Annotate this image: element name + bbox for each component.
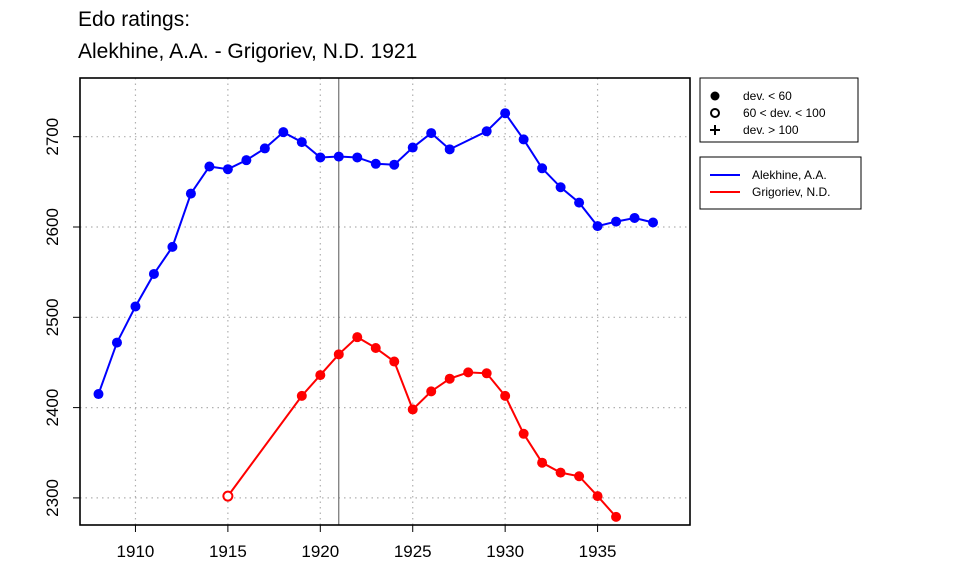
chart-title-line-2: Alekhine, A.A. - Grigoriev, N.D. 1921 [78,40,418,63]
data-point-1-1934 [574,471,585,482]
data-point-0-1937 [629,212,640,223]
legend-plus-icon [710,125,720,135]
series-legend-label-1: Grigoriev, N.D. [752,185,830,199]
data-point-0-1926 [426,128,437,139]
series-line-1 [227,335,617,518]
data-point-1-1932 [537,457,548,468]
data-point-0-1929 [481,126,492,137]
data-point-0-1925 [407,142,418,153]
data-point-1-1924 [389,356,400,367]
data-point-0-1934 [574,197,585,208]
data-point-1-1925 [407,404,418,415]
data-point-1-1936 [611,511,622,522]
data-point-1-1931 [518,428,529,439]
data-point-0-1919 [296,137,307,148]
marker-legend-box [699,77,859,143]
x-tick-label-1925: 1925 [394,542,432,561]
data-point-0-1914 [204,161,215,172]
data-point-1-1929 [481,368,492,379]
data-point-0-1931 [518,134,529,145]
x-tick-label-1910: 1910 [117,542,155,561]
data-point-0-1923 [370,158,381,169]
data-point-0-1912 [167,241,178,252]
data-point-1-1915 [222,490,234,502]
data-point-0-1921 [333,151,344,162]
data-point-0-1936 [611,216,622,227]
data-point-1-1935 [592,491,603,502]
legend-filled-circle-icon [710,91,720,101]
data-point-0-1908 [93,389,104,400]
data-point-1-1922 [352,332,363,343]
data-point-0-1915 [222,164,233,175]
data-point-1-1926 [426,386,437,397]
data-point-0-1913 [185,188,196,199]
data-point-0-1911 [148,268,159,279]
y-tick-label-2600: 2600 [43,208,62,246]
chart-title-line-1: Edo ratings: [78,8,191,31]
series-legend-label-0: Alekhine, A.A. [752,168,827,182]
data-point-0-1927 [444,144,455,155]
plot-frame [79,77,691,526]
y-tick-label-2700: 2700 [43,118,62,156]
data-point-1-1933 [555,467,566,478]
marker-legend-label-0: dev. < 60 [743,89,792,103]
data-point-1-1927 [444,373,455,384]
x-tick-label-1920: 1920 [301,542,339,561]
data-point-1-1930 [500,390,511,401]
data-point-1-1920 [315,370,326,381]
y-tick-label-2500: 2500 [43,298,62,336]
data-point-1-1923 [370,343,381,354]
y-tick-label-2300: 2300 [43,479,62,517]
data-point-1-1928 [463,367,474,378]
data-point-0-1932 [537,163,548,174]
x-tick-label-1915: 1915 [209,542,247,561]
x-tick-label-1935: 1935 [579,542,617,561]
data-point-0-1920 [315,152,326,163]
data-point-1-1919 [296,390,307,401]
data-point-0-1933 [555,182,566,193]
data-point-0-1918 [278,127,289,138]
marker-legend-label-1: 60 < dev. < 100 [743,106,826,120]
series-legend-box [699,156,862,210]
y-tick-label-2400: 2400 [43,389,62,427]
x-tick-label-1930: 1930 [486,542,524,561]
marker-legend-label-2: dev. > 100 [743,123,799,137]
legend-open-circle-icon [710,108,720,118]
data-point-0-1909 [111,337,122,348]
data-point-0-1935 [592,221,603,232]
data-point-0-1922 [352,152,363,163]
data-point-0-1930 [500,108,511,119]
data-point-0-1910 [130,301,141,312]
data-point-0-1924 [389,159,400,170]
data-point-0-1916 [241,155,252,166]
data-point-0-1917 [259,143,270,154]
data-point-1-1921 [333,349,344,360]
data-point-0-1938 [648,217,659,228]
